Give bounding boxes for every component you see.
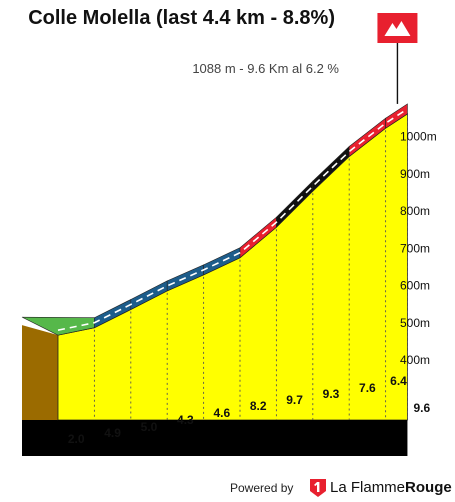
elevation-tick-label-2: 500m bbox=[400, 316, 430, 330]
km-tick-label-4: 4 bbox=[200, 457, 207, 471]
gradient-label-6: 8.2 bbox=[250, 399, 267, 413]
km-tick-label-7: 7 bbox=[309, 457, 316, 471]
elevation-tick-label-7: 1000m bbox=[400, 130, 437, 144]
km-tick-label-1: 1 bbox=[91, 457, 98, 471]
gradient-label-10: 6.4 bbox=[390, 374, 407, 388]
road-segment-10 bbox=[385, 103, 408, 129]
km-tick-label-10: 9.6 bbox=[413, 401, 430, 415]
profile-base-band bbox=[58, 420, 408, 456]
km-tick-label-5: 5 bbox=[237, 457, 244, 471]
elevation-profile-chart: 2.0 4.9 5.0 4.3 4.6 8.2 9.7 9.3 7.6 6.4 1 2 3 4 5 6 7 8 9 9… bbox=[21, 13, 437, 471]
profile-side-base bbox=[22, 420, 58, 456]
elevation-tick-label-5: 800m bbox=[400, 204, 430, 218]
gradient-label-8: 9.3 bbox=[323, 387, 340, 401]
gradient-label-4: 4.3 bbox=[177, 413, 194, 427]
km-tick-label-9: 9 bbox=[382, 457, 389, 471]
brand-name: La FlammeRouge bbox=[330, 479, 452, 496]
elevation-tick-label-6: 900m bbox=[400, 167, 430, 181]
km-tick-label-3: 3 bbox=[164, 457, 171, 471]
profile-side-face bbox=[22, 325, 58, 420]
elevation-tick-label-1: 400m bbox=[400, 353, 430, 367]
brand-name-part1: La Flamme bbox=[330, 479, 406, 496]
gradient-label-9: 7.6 bbox=[359, 381, 376, 395]
elevation-tick-label-3: 600m bbox=[400, 279, 430, 293]
km-tick-label-6: 6 bbox=[273, 457, 280, 471]
gradient-label-2: 4.9 bbox=[104, 426, 121, 440]
summit-mountain-icon bbox=[384, 21, 411, 36]
gradient-label-7: 9.7 bbox=[286, 393, 303, 407]
brand-name-part2: Rouge bbox=[405, 479, 452, 496]
km-tick-label-2: 2 bbox=[127, 457, 134, 471]
gradient-label-3: 5.0 bbox=[141, 420, 158, 434]
powered-by-text: Powered by bbox=[230, 481, 294, 495]
la-flamme-rouge-logo-icon bbox=[310, 479, 326, 497]
profile-fill bbox=[57, 113, 408, 421]
elevation-tick-label-4: 700m bbox=[400, 241, 430, 255]
chart-subtitle: 1088 m - 9.6 Km al 6.2 % bbox=[192, 61, 339, 76]
km-tick-label-8: 8 bbox=[346, 457, 353, 471]
gradient-label-5: 4.6 bbox=[213, 406, 230, 420]
footer: Powered by La FlammeRouge bbox=[0, 478, 455, 498]
road-centre-line bbox=[57, 108, 408, 331]
chart-title: Colle Molella (last 4.4 km - 8.8%) bbox=[28, 7, 335, 29]
gradient-label-1: 2.0 bbox=[68, 432, 85, 446]
